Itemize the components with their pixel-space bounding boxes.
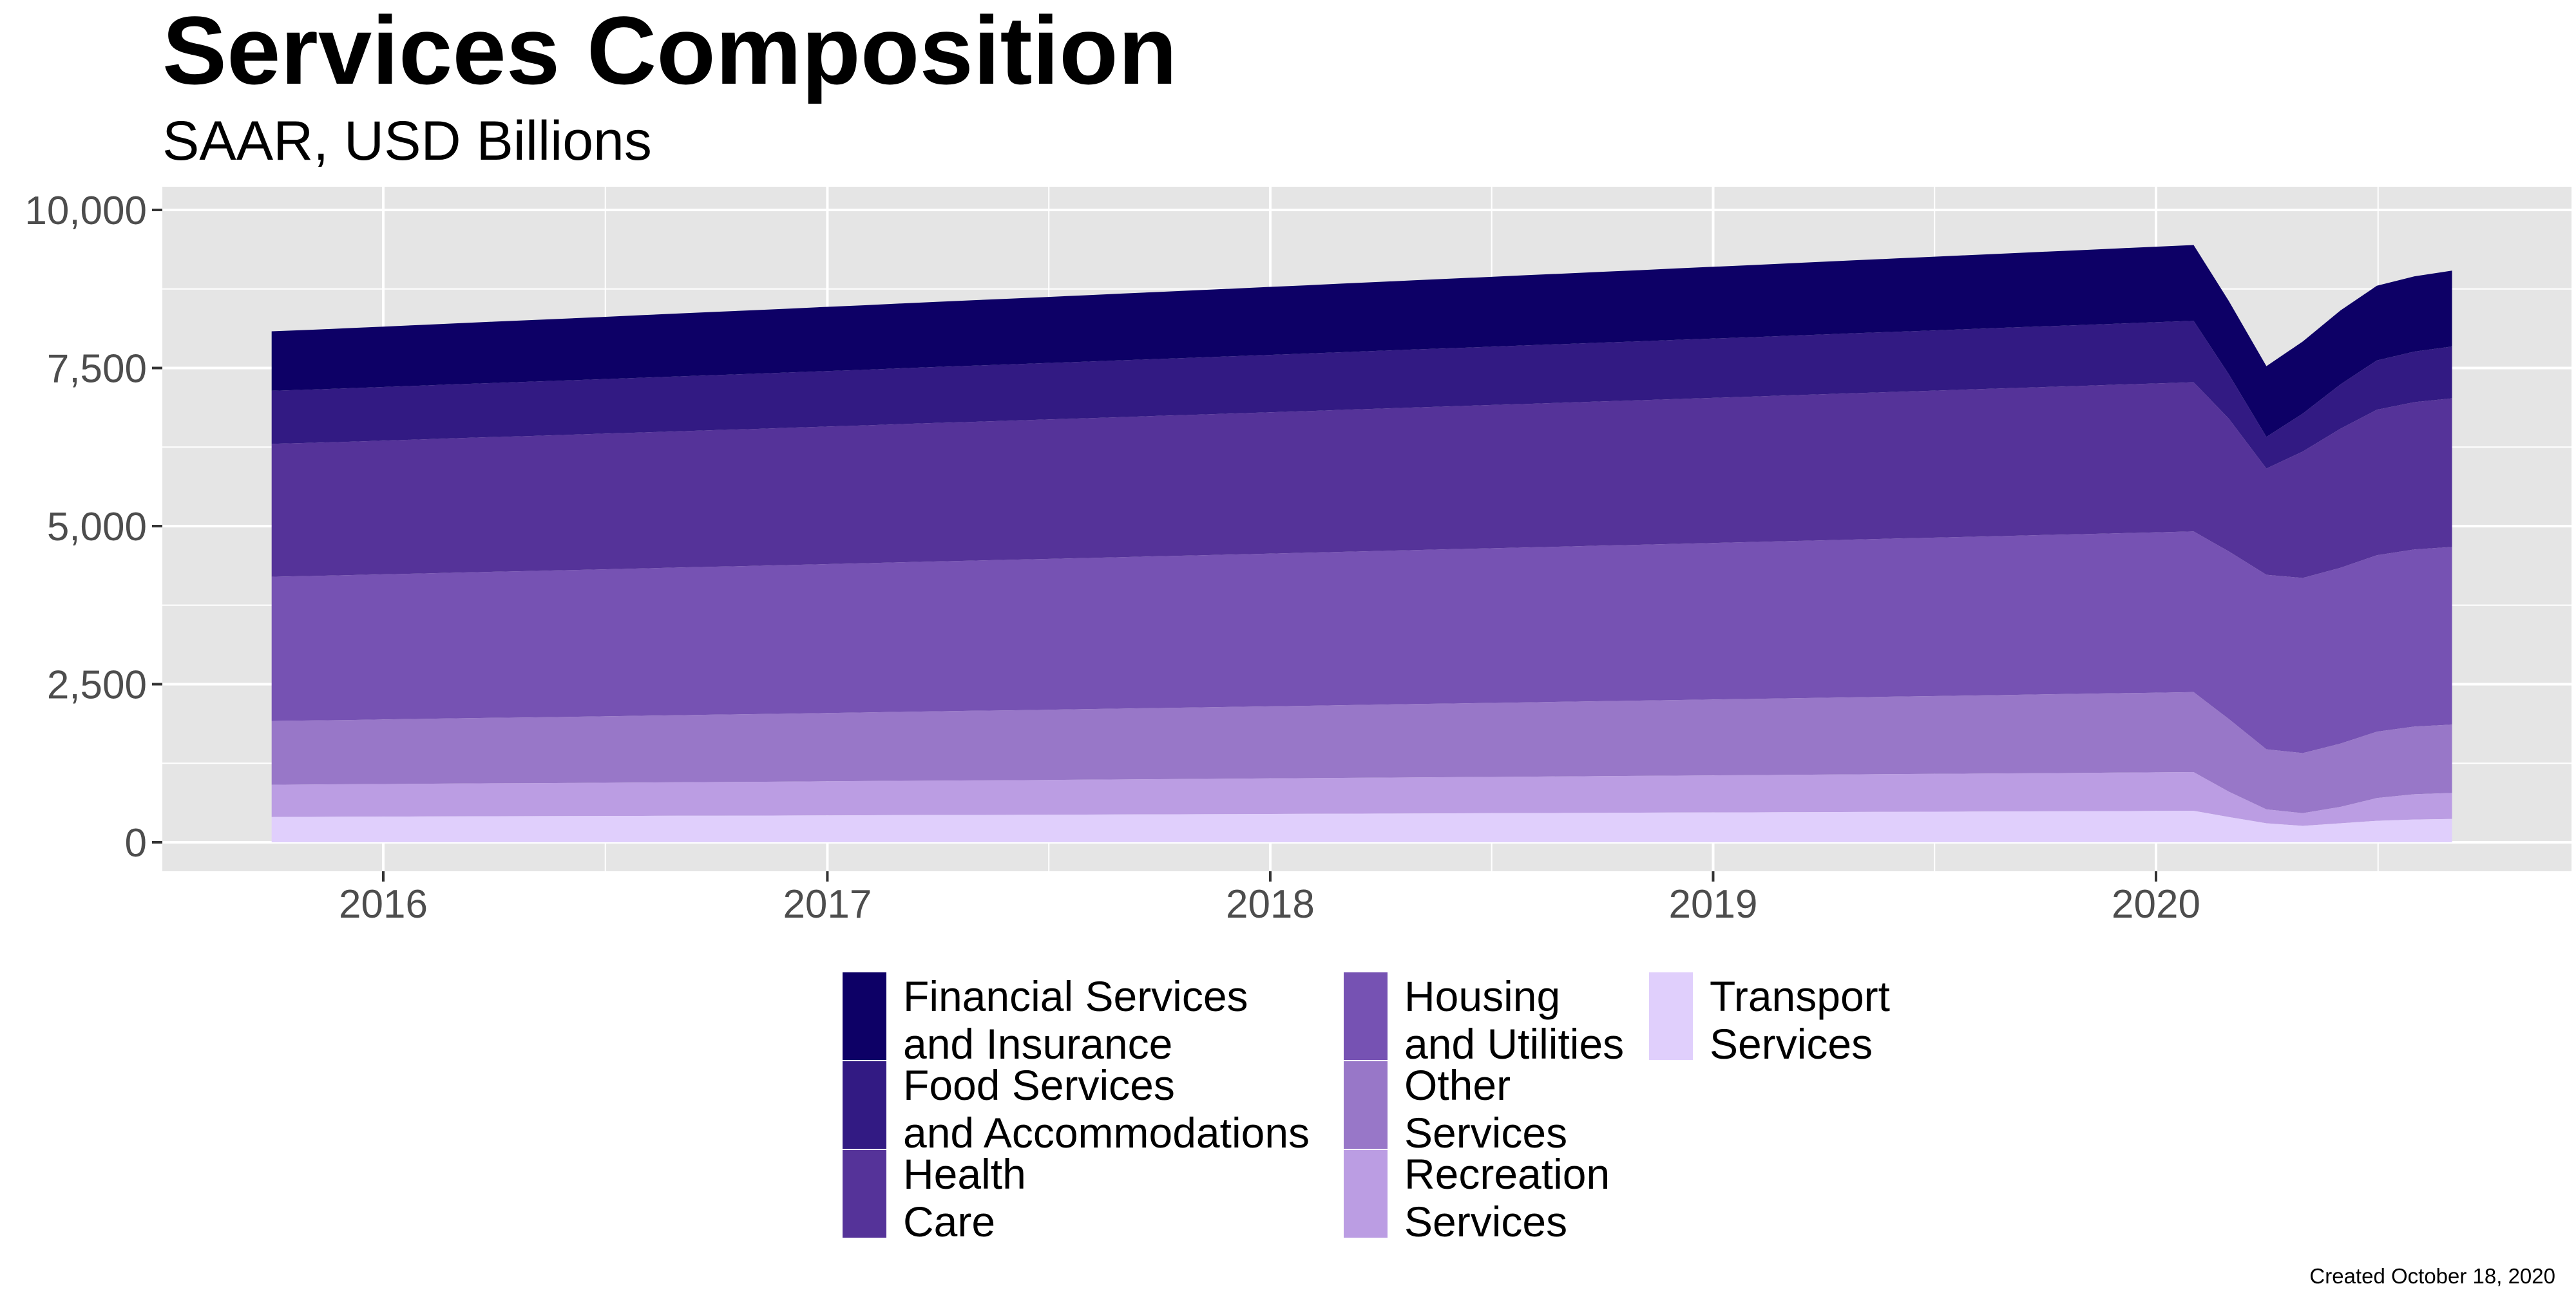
- legend-label: Recreation Services: [1404, 1150, 1610, 1245]
- x-axis: 2016 2017 2018 2019 2020: [339, 871, 2200, 927]
- y-tick-label: 2,500: [47, 663, 147, 708]
- legend-label: Health Care: [903, 1150, 1026, 1245]
- legend-item-health-care: Health Care: [843, 1150, 1026, 1245]
- x-tick-label: 2020: [2112, 882, 2200, 927]
- stacked-areas: [271, 245, 2452, 842]
- legend-label: Other Services: [1404, 1061, 1567, 1157]
- legend-swatch: [1649, 972, 1693, 1060]
- legend-item-food-services-and-accommodations: Food Services and Accommodations: [843, 1061, 1310, 1157]
- chart-subtitle: SAAR, USD Billions: [162, 110, 652, 172]
- legend-swatch: [843, 972, 886, 1060]
- legend-label: Transport Services: [1710, 972, 1890, 1068]
- legend-label: Financial Services and Insurance: [903, 972, 1248, 1068]
- y-axis: 0 2,500 5,000 7,500 10,000: [24, 189, 162, 865]
- legend-swatch: [1344, 972, 1388, 1060]
- legend-label: Food Services and Accommodations: [903, 1061, 1310, 1157]
- x-tick-label: 2019: [1669, 882, 1758, 927]
- y-tick-label: 5,000: [47, 505, 147, 549]
- area-food-services-and-accommodations: [271, 321, 2452, 469]
- legend-item-financial-services-and-insurance: Financial Services and Insurance: [843, 972, 1248, 1068]
- y-tick-label: 0: [125, 821, 147, 865]
- legend-item-recreation-services: Recreation Services: [1344, 1150, 1610, 1245]
- x-tick-label: 2016: [339, 882, 428, 927]
- area-housing-and-utilities: [271, 531, 2452, 753]
- chart-title: Services Composition: [162, 0, 1177, 104]
- legend-swatch: [1344, 1150, 1388, 1238]
- area-other-services: [271, 692, 2452, 813]
- x-tick-label: 2018: [1226, 882, 1315, 927]
- x-tick-label: 2017: [783, 882, 872, 927]
- legend-swatch: [843, 1061, 886, 1149]
- chart-caption: Created October 18, 2020: [2309, 1264, 2555, 1288]
- legend-item-transport-services: Transport Services: [1649, 972, 1890, 1068]
- area-financial-services-and-insurance: [271, 245, 2452, 437]
- area-recreation-services: [271, 772, 2452, 826]
- area-transport-services: [271, 811, 2452, 842]
- legend-item-other-services: Other Services: [1344, 1061, 1567, 1157]
- legend-item-housing-and-utilities: Housing and Utilities: [1344, 972, 1624, 1068]
- y-tick-label: 7,500: [47, 347, 147, 392]
- legend-swatch: [1344, 1061, 1388, 1149]
- legend-swatch: [843, 1150, 886, 1238]
- y-tick-label: 10,000: [24, 189, 147, 233]
- legend-label: Housing and Utilities: [1404, 972, 1624, 1068]
- area-health-care: [271, 382, 2452, 578]
